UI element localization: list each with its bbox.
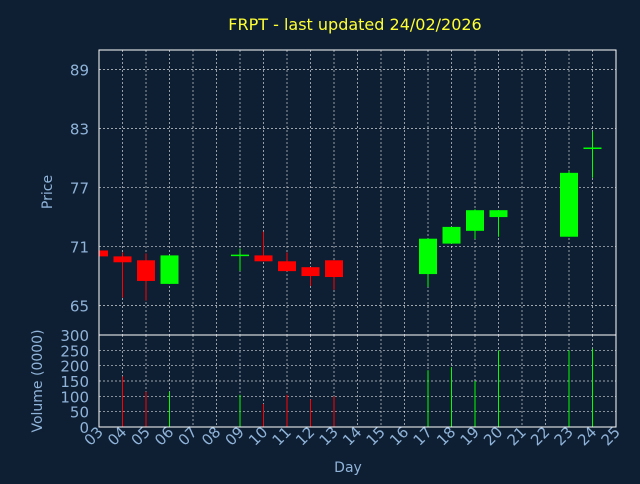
- candle-body: [113, 256, 132, 263]
- candle: [278, 252, 296, 272]
- candle: [419, 238, 437, 287]
- price-tick-label: 89: [70, 62, 89, 80]
- candle: [160, 255, 179, 284]
- candle: [466, 209, 484, 239]
- price-axis-label: Price: [40, 175, 56, 209]
- candle: [301, 267, 320, 286]
- candle: [98, 250, 108, 257]
- candle-body: [278, 261, 296, 272]
- candle: [113, 252, 132, 298]
- volume-bars: [122, 348, 593, 427]
- candle: [325, 260, 343, 290]
- candle: [583, 131, 602, 178]
- price-tick-label: 77: [70, 180, 89, 198]
- candle: [489, 210, 508, 237]
- volume-tick-label: 50: [70, 404, 89, 422]
- volume-axis-label: Volume (0000): [30, 329, 46, 432]
- candle-body: [560, 172, 578, 237]
- price-candles: [98, 131, 602, 301]
- volume-tick-label: 250: [60, 342, 89, 360]
- candle: [442, 226, 461, 244]
- price-tick-label: 65: [70, 298, 89, 316]
- candle-body: [99, 250, 108, 257]
- candle-body: [137, 260, 155, 281]
- volume-tick-label: 0: [79, 419, 89, 437]
- candle: [137, 253, 155, 301]
- candle-body: [254, 255, 273, 262]
- candle: [254, 231, 273, 262]
- candle-body: [466, 210, 484, 231]
- volume-panel-frame: [98, 334, 617, 428]
- volume-tick-label: 200: [60, 358, 89, 376]
- price-tick-label: 83: [70, 121, 89, 139]
- candle-body: [160, 255, 179, 284]
- volume-tick-label: 150: [60, 373, 89, 391]
- price-tick-label: 71: [70, 239, 89, 257]
- candle-body: [489, 210, 508, 218]
- chart-title: FRPT - last updated 24/02/2026: [228, 15, 481, 34]
- candle: [560, 170, 578, 237]
- candle: [231, 248, 249, 272]
- price-axis-ticks: 65 71 77 83 89: [70, 62, 89, 316]
- volume-tick-label: 100: [60, 388, 89, 406]
- candle-body: [442, 226, 461, 244]
- day-axis-label: Day: [334, 460, 362, 476]
- candle-body: [325, 260, 343, 278]
- volume-tick-label: 300: [60, 327, 89, 345]
- candle-body: [301, 267, 320, 277]
- candle-body: [419, 238, 437, 275]
